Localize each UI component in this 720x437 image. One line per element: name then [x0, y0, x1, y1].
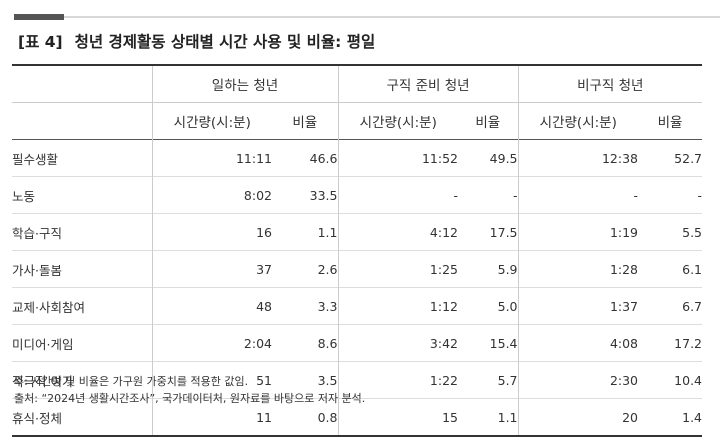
time-cell: 1:25 — [337, 250, 458, 288]
time-cell: 51 — [151, 361, 272, 399]
table-row: 가사·돌봄 37 2.6 1:25 5.9 1:28 6.1 — [12, 250, 703, 288]
time-cell: 4:12 — [337, 213, 458, 251]
time-header: 시간량(시:분) — [337, 102, 458, 140]
time-cell: 16 — [151, 213, 272, 251]
ratio-cell: 1.1 — [497, 409, 518, 425]
footnotes: 주: 시간량 및 비율은 가구원 가중치를 적용한 값임. 출처: “2024년… — [14, 373, 365, 407]
footnote-note: 주: 시간량 및 비율은 가구원 가중치를 적용한 값임. — [14, 375, 249, 388]
ratio-header: 비율 — [657, 115, 683, 131]
time-cell: 1:19 — [517, 213, 639, 251]
table-row: 교제·사회참여 48 3.3 1:12 5.0 1:37 6.7 — [12, 287, 703, 325]
ratio-header: 비율 — [292, 115, 318, 131]
ratio-cell: 5.5 — [682, 224, 703, 240]
table-number: [표 4] — [18, 33, 63, 51]
title-rule — [64, 16, 720, 18]
time-cell: 11:11 — [151, 139, 272, 177]
table-body: 필수생활 11:11 46.6 11:52 49.5 12:38 52.7 노동 8:02 33.… — [12, 139, 703, 436]
row-label: 미디어·게임 — [12, 336, 74, 352]
ratio-cell: 3.5 — [317, 372, 338, 388]
time-cell: 48 — [151, 287, 272, 325]
time-cell: 8:02 — [151, 176, 272, 214]
time-cell: 20 — [517, 398, 639, 436]
table-row: 학습·구직 16 1.1 4:12 17.5 1:19 5.5 — [12, 213, 703, 251]
footnote-source: 출처: “2024년 생활시간조사”, 국가데이터처, 원자료를 바탕으로 저자… — [14, 392, 366, 405]
ratio-cell: 5.7 — [497, 372, 518, 388]
ratio-header: 비율 — [475, 115, 501, 131]
ratio-cell: 10.4 — [674, 372, 703, 388]
table-row: 노동 8:02 33.5- - - - — [12, 176, 703, 214]
table-row: 적극적 여가 51 3.5 1:22 5.7 2:30 10.4 — [12, 361, 703, 399]
table-row: 미디어·게임 2:04 8.6 3:42 15.4 4:08 17.2 — [12, 324, 703, 362]
table-row: 필수생활 11:11 46.6 11:52 49.5 12:38 52.7 — [12, 139, 703, 177]
table-title: [표 4] 청년 경제활동 상태별 시간 사용 및 비율: 평일 — [18, 30, 375, 52]
time-cell: 1:22 — [337, 361, 458, 399]
row-label-header — [12, 65, 152, 103]
time-cell: - — [517, 176, 639, 214]
row-label: 적극적 여가 — [12, 373, 74, 389]
ratio-cell: 5.9 — [497, 261, 518, 277]
ratio-cell: 6.1 — [682, 261, 703, 277]
time-cell: 1:37 — [517, 287, 639, 325]
ratio-cell: 3.3 — [317, 298, 338, 314]
time-use-table: 일하는 청년 구직 준비 청년 비구직 청년 시간량(시:분) 비율 시간량(시… — [12, 64, 703, 437]
sub-header-row: 시간량(시:분) 비율 시간량(시:분) 비율 시간량(시:분) 비율 — [12, 102, 703, 140]
group-header-nonseeking: 비구직 청년 — [517, 65, 703, 103]
row-label: 노동 — [12, 188, 36, 204]
row-label: 교제·사회참여 — [12, 299, 85, 315]
time-cell: - — [337, 176, 458, 214]
row-label-subheader — [12, 103, 152, 140]
group-header-jobseeking: 구직 준비 청년 — [337, 65, 519, 103]
time-header: 시간량(시:분) — [517, 102, 639, 140]
row-label: 학습·구직 — [12, 225, 62, 241]
ratio-cell: 52.7 — [674, 150, 703, 166]
ratio-cell: 46.6 — [309, 150, 338, 166]
ratio-cell: 33.5 — [309, 187, 338, 203]
ratio-cell: - — [513, 187, 518, 203]
time-cell: 2:04 — [151, 324, 272, 362]
time-cell: 3:42 — [337, 324, 458, 362]
ratio-cell: 17.5 — [489, 224, 518, 240]
time-cell: 12:38 — [517, 139, 639, 177]
ratio-cell: 1.4 — [682, 409, 703, 425]
time-cell: 1:12 — [337, 287, 458, 325]
time-cell: 11:52 — [337, 139, 458, 177]
group-header-row: 일하는 청년 구직 준비 청년 비구직 청년 — [12, 65, 703, 103]
group-header-working: 일하는 청년 — [151, 65, 338, 103]
ratio-cell: 6.7 — [682, 298, 703, 314]
ratio-cell: 5.0 — [497, 298, 518, 314]
ratio-cell: 15.4 — [489, 335, 518, 351]
row-label: 가사·돌봄 — [12, 262, 62, 278]
time-header: 시간량(시:분) — [151, 102, 272, 140]
ratio-cell: 2.6 — [317, 261, 338, 277]
ratio-cell: 1.1 — [317, 224, 338, 240]
time-cell: 4:08 — [517, 324, 639, 362]
table-title-text: 청년 경제활동 상태별 시간 사용 및 비율: 평일 — [74, 33, 376, 51]
ratio-cell: 17.2 — [674, 335, 703, 351]
time-cell: 1:28 — [517, 250, 639, 288]
ratio-cell: 49.5 — [489, 150, 518, 166]
ratio-cell: 8.6 — [317, 335, 338, 351]
row-label: 필수생활 — [12, 151, 59, 167]
ratio-cell: - — [697, 187, 703, 203]
time-cell: 2:30 — [517, 361, 639, 399]
time-cell: 37 — [151, 250, 272, 288]
title-accent-bar — [14, 14, 64, 20]
